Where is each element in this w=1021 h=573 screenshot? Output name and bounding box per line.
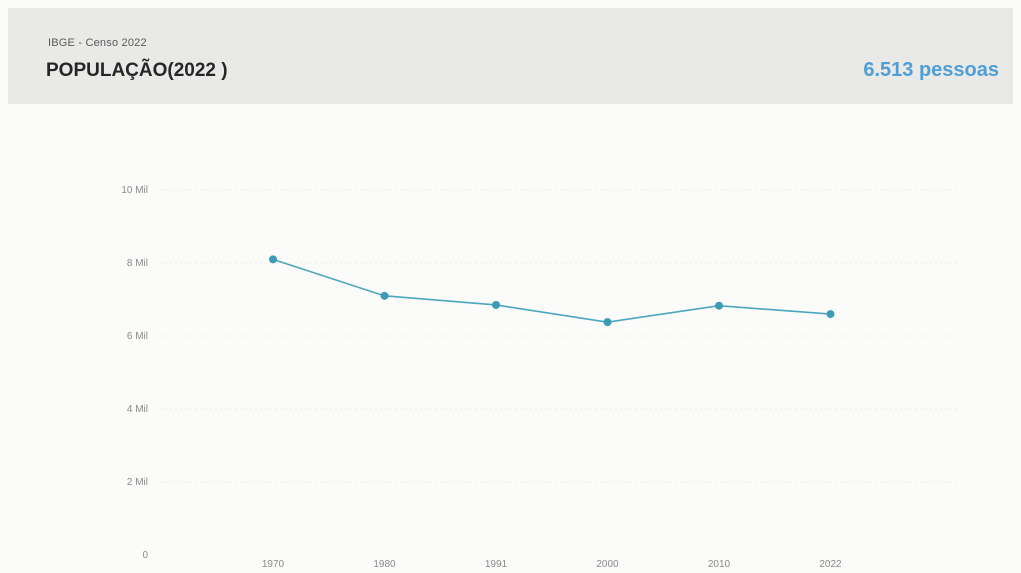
data-point[interactable] [715, 301, 723, 310]
y-tick-label: 8 Mil [127, 258, 148, 269]
page-title: POPULAÇÃO(2022 ) [46, 60, 228, 81]
header-panel: IBGE - Censo 2022 POPULAÇÃO(2022 ) 6.513… [8, 8, 1013, 104]
y-tick-label: 10 Mil [121, 185, 148, 196]
x-tick-label: 2022 [819, 559, 842, 570]
x-tick-label: 1991 [485, 559, 508, 570]
x-tick-label: 1970 [262, 559, 285, 570]
source-label: IBGE - Censo 2022 [48, 37, 147, 49]
y-tick-label: 0 [142, 550, 148, 561]
data-point[interactable] [826, 310, 835, 319]
y-tick-label: 2 Mil [127, 477, 148, 488]
series-line [272, 258, 831, 323]
y-axis: 0 2 Mil 4 Mil 6 Mil 8 Mil 10 Mil [121, 185, 148, 561]
data-point[interactable] [603, 318, 612, 327]
series-group [269, 255, 835, 327]
data-point[interactable] [269, 255, 277, 264]
y-tick-label: 6 Mil [127, 331, 148, 342]
x-tick-label: 1980 [373, 559, 396, 570]
grid-lines [160, 189, 960, 483]
x-tick-label: 2010 [708, 559, 731, 570]
x-tick-label: 2000 [596, 559, 619, 570]
x-axis: 1970 1980 1991 2000 2010 2022 [262, 559, 842, 570]
population-value: 6.513 pessoas [863, 59, 999, 81]
y-tick-label: 4 Mil [127, 404, 148, 415]
data-point[interactable] [380, 291, 389, 300]
data-point[interactable] [492, 300, 500, 309]
